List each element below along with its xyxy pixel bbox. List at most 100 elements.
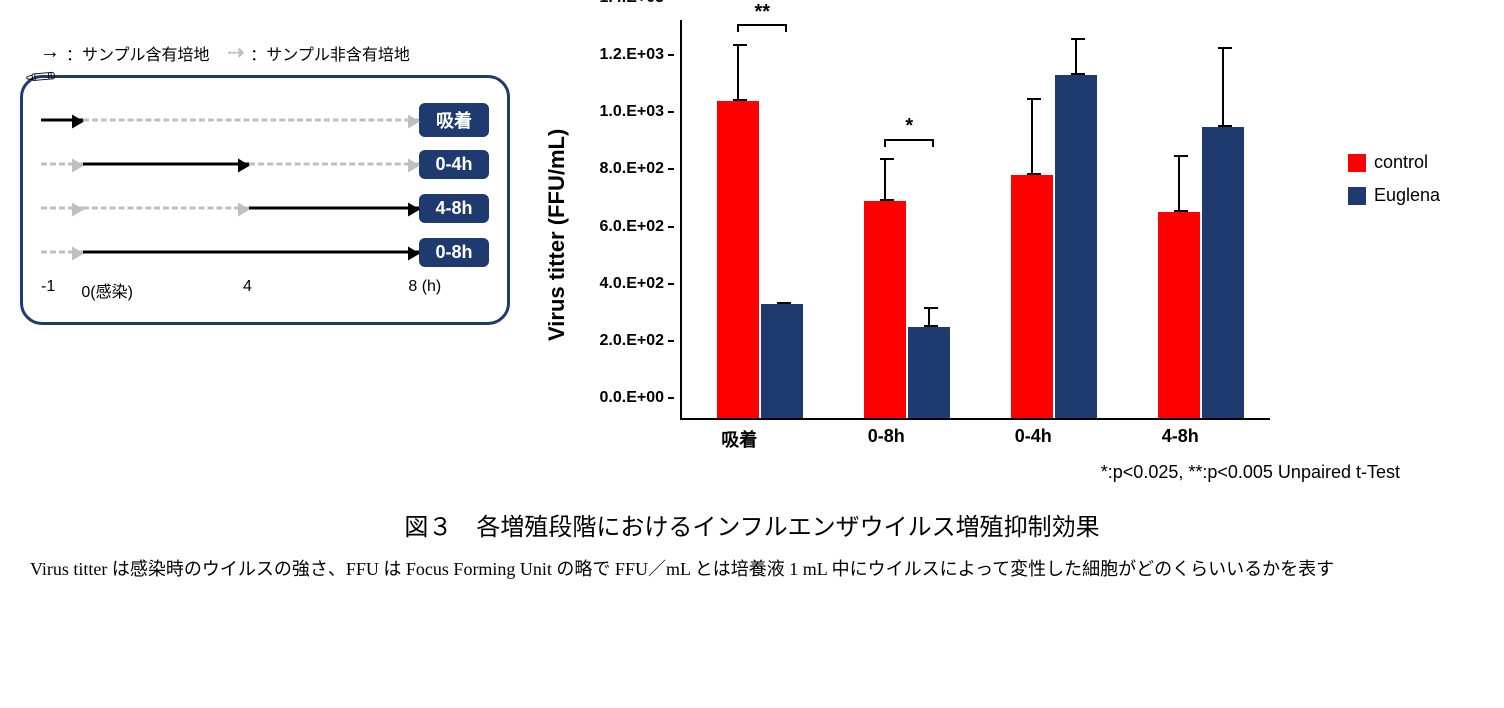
segment-no-sample: [83, 119, 419, 122]
stats-note: *:p<0.025, **:p<0.005 Unpaired t-Test: [574, 450, 1440, 483]
legend-swatch: [1348, 187, 1366, 205]
arrow-head-icon: [72, 115, 84, 129]
timeline-track: [41, 240, 419, 264]
tick-mark: [668, 54, 674, 56]
error-bar: [1031, 98, 1033, 175]
diagram-line-legend: → ：サンプル含有培地 ⇢ ：サンプル非含有培地: [20, 40, 510, 65]
arrow-head-icon: [72, 247, 84, 261]
y-tick-label: 4.0.E+02: [600, 275, 665, 293]
legend-label: control: [1374, 152, 1428, 173]
bar-euglena: [1055, 75, 1097, 418]
figure-row: → ：サンプル含有培地 ⇢ ：サンプル非含有培地 🖍 吸着0-4h4-8h0-8…: [20, 20, 1484, 483]
arrow-head-icon: [408, 203, 420, 217]
segment-no-sample: [41, 163, 83, 166]
diagram-time-axis: -10(感染)48 (h): [41, 274, 489, 298]
bar-euglena: [761, 304, 803, 418]
y-tick: 2.0.E+02: [600, 332, 675, 350]
bar-euglena: [1202, 127, 1244, 418]
error-bar: [884, 158, 886, 201]
figure-caption-body: Virus titter は感染時のウイルスの強さ、FFU は Focus Fo…: [20, 552, 1484, 586]
phase-tag: 0-8h: [419, 238, 489, 267]
bar-control: [864, 201, 906, 418]
error-bar: [928, 307, 930, 327]
segment-sample: [83, 163, 249, 166]
y-tick: 1.2.E+03: [600, 46, 675, 64]
legend-dash-arrow: ⇢ ：サンプル非含有培地: [228, 40, 410, 65]
tick-mark: [668, 283, 674, 285]
y-tick: 4.0.E+02: [600, 275, 675, 293]
error-bar: [1075, 38, 1077, 75]
plot-area: 0.0.E+00 2.0.E+02 4.0.E+02 6.0.E+02 8.0.E+02…: [582, 20, 1440, 450]
error-bar: [737, 44, 739, 101]
diagram-row: 4-8h: [41, 186, 489, 230]
significance-label: **: [754, 1, 770, 24]
timeline-track: [41, 196, 419, 220]
timeline-track: [41, 152, 419, 176]
legend-dash-label: ：サンプル非含有培地: [250, 41, 410, 65]
y-tick-label: 1.2.E+03: [600, 46, 665, 64]
legend-solid-arrow: → ：サンプル含有培地: [40, 40, 210, 65]
y-tick-label: 0.0.E+00: [600, 389, 665, 407]
significance-bracket: [737, 24, 787, 32]
error-bar: [1178, 155, 1180, 212]
y-tick-label: 8.0.E+02: [600, 160, 665, 178]
arrow-head-icon: [238, 203, 250, 217]
x-category-label: 4-8h: [1110, 418, 1250, 447]
x-category-label: 0-8h: [816, 418, 956, 447]
bar-chart-panel: Virus titter (FFU/mL) 0.0.E+00 2.0.E+02 4.…: [540, 20, 1440, 483]
arrow-solid-icon: →: [40, 41, 60, 64]
arrow-head-icon: [72, 203, 84, 217]
timeline-diagram: → ：サンプル含有培地 ⇢ ：サンプル非含有培地 🖍 吸着0-4h4-8h0-8…: [20, 20, 510, 325]
x-category-label: 0-4h: [963, 418, 1103, 447]
plot: 吸着0-8h0-4h4-8h***: [680, 20, 1270, 420]
bar-euglena: [908, 327, 950, 418]
y-axis: 0.0.E+00 2.0.E+02 4.0.E+02 6.0.E+02 8.0.E+02…: [582, 20, 674, 420]
diagram-row: 0-8h: [41, 230, 489, 274]
y-tick: 0.0.E+00: [600, 389, 675, 407]
error-bar: [1222, 47, 1224, 127]
bar-group: 吸着: [717, 101, 817, 418]
segment-sample: [249, 207, 419, 210]
y-tick: 8.0.E+02: [600, 160, 675, 178]
tick-mark: [668, 168, 674, 170]
arrow-head-icon: [408, 115, 420, 129]
y-tick-label: 6.0.E+02: [600, 218, 665, 236]
bar-control: [717, 101, 759, 418]
tick-mark: [668, 340, 674, 342]
time-axis-label: 8 (h): [408, 278, 441, 296]
time-axis-label: -1: [41, 278, 55, 296]
segment-no-sample: [41, 207, 83, 210]
phase-tag: 4-8h: [419, 194, 489, 223]
significance-bracket: [884, 139, 934, 147]
arrow-head-icon: [238, 159, 250, 173]
x-category-label: 吸着: [669, 418, 809, 452]
bar-control: [1158, 212, 1200, 418]
legend-item: control: [1348, 152, 1440, 173]
timeline-track: [41, 108, 419, 132]
y-axis-label: Virus titter (FFU/mL): [540, 20, 574, 450]
y-tick: 1.4.E+03: [600, 0, 675, 7]
figure-caption-title: 図３ 各増殖段階におけるインフルエンザウイルス増殖抑制効果: [20, 507, 1484, 542]
legend-item: Euglena: [1348, 185, 1440, 206]
diagram-box: 🖍 吸着0-4h4-8h0-8h -10(感染)48 (h): [20, 75, 510, 325]
phase-tag: 吸着: [419, 103, 489, 137]
bar-control: [1011, 175, 1053, 418]
y-tick-label: 2.0.E+02: [600, 332, 665, 350]
segment-sample: [41, 119, 83, 122]
legend-solid-label: ：サンプル含有培地: [66, 41, 210, 65]
legend-label: Euglena: [1374, 185, 1440, 206]
tick-mark: [668, 397, 674, 399]
arrow-head-icon: [408, 247, 420, 261]
error-bar: [781, 302, 783, 303]
arrow-head-icon: [408, 159, 420, 173]
segment-no-sample: [83, 207, 249, 210]
bar-group: 0-4h: [1011, 75, 1111, 418]
chart-legend: control Euglena: [1348, 140, 1440, 218]
arrow-dash-icon: ⇢: [228, 40, 245, 65]
arrow-head-icon: [72, 159, 84, 173]
tick-mark: [668, 111, 674, 113]
phase-tag: 0-4h: [419, 150, 489, 179]
y-tick-label: 1.0.E+03: [600, 103, 665, 121]
y-tick: 1.0.E+03: [600, 103, 675, 121]
diagram-row: 0-4h: [41, 142, 489, 186]
